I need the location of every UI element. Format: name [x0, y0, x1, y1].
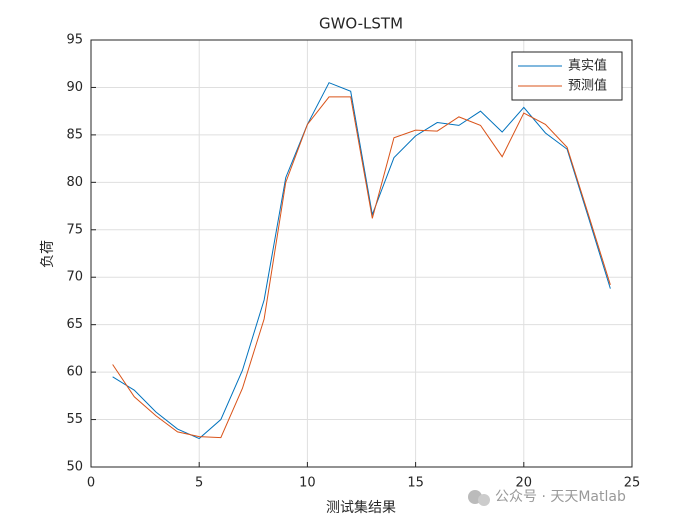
y-tick-label: 75: [66, 222, 83, 237]
y-tick-label: 90: [66, 80, 83, 95]
y-tick-label: 55: [66, 412, 83, 427]
x-axis-label: 测试集结果: [326, 499, 396, 516]
legend-box: [511, 51, 623, 101]
y-tick-label: 70: [66, 270, 83, 285]
y-tick-label: 95: [66, 33, 83, 48]
chart-title: GWO-LSTM: [319, 15, 403, 33]
y-axis-label: 负荷: [40, 240, 56, 268]
watermark-icon: [478, 494, 490, 506]
series-line: [112, 96, 611, 439]
watermark: 公众号 · 天天Matlab: [468, 489, 626, 506]
x-tick-label: 20: [516, 476, 533, 491]
plot-frame: [90, 39, 633, 468]
y-tick-label: 85: [66, 127, 83, 142]
x-tick-label: 25: [624, 476, 641, 491]
y-tick-label: 65: [66, 317, 83, 332]
y-tick-label: 60: [66, 365, 83, 380]
y-tick-label: 80: [66, 175, 83, 190]
legend-label: 预测值: [568, 78, 607, 94]
series-line: [112, 82, 611, 440]
x-tick-label: 15: [407, 476, 424, 491]
x-tick-label: 0: [87, 476, 95, 491]
legend-label: 真实值: [568, 58, 607, 74]
x-tick-label: 10: [299, 476, 316, 491]
x-tick-label: 5: [195, 476, 203, 491]
y-tick-label: 50: [66, 460, 83, 475]
watermark-text: 公众号 · 天天Matlab: [495, 489, 626, 505]
